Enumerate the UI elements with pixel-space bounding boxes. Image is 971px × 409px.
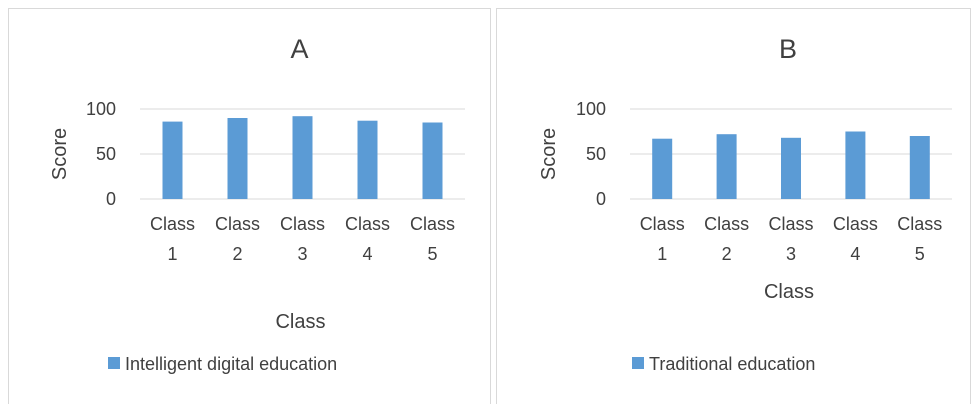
- chart-a: A 0 50 100 Score Class 1 Class 2 Class 3 Class 4 Clas…: [49, 34, 465, 374]
- chart-b: B 0 50 100 Score Class 1 Class 2 Class 3 Class 4 Clas…: [538, 34, 952, 374]
- x-tick-label: Class 1: [640, 214, 685, 264]
- bar-2: [227, 118, 248, 199]
- y-tick-label: 0: [596, 189, 606, 209]
- chart-panel-b: [496, 8, 971, 405]
- chart-title: A: [290, 34, 308, 64]
- bar-5: [909, 136, 930, 199]
- x-tick-label: Class 4: [345, 214, 390, 264]
- chart-title: B: [779, 34, 797, 64]
- x-tick-label: Class 4: [833, 214, 878, 264]
- y-tick-label: 0: [106, 189, 116, 209]
- x-tick-label: Class 5: [410, 214, 455, 264]
- bar-1: [652, 138, 673, 199]
- x-tick-label: Class 3: [280, 214, 325, 264]
- y-axis-label: Score: [49, 128, 71, 180]
- bar-3: [781, 137, 801, 199]
- legend-swatch: [108, 357, 120, 369]
- x-tick-label: Class 1: [150, 214, 195, 264]
- x-axis-label: Class: [764, 281, 814, 303]
- bar-4: [357, 120, 378, 199]
- x-tick-label: Class 3: [768, 214, 813, 264]
- legend-label: Intelligent digital education: [125, 354, 337, 374]
- legend-swatch: [632, 357, 644, 369]
- x-tick-label: Class 2: [704, 214, 749, 264]
- y-tick-label: 50: [586, 144, 606, 164]
- x-tick-label: Class 5: [897, 214, 942, 264]
- x-tick-label: Class 2: [215, 214, 260, 264]
- legend-label: Traditional education: [649, 354, 815, 374]
- y-tick-label: 100: [86, 99, 116, 119]
- bar-2: [716, 134, 737, 199]
- bar-3: [292, 116, 313, 199]
- x-axis-label: Class: [275, 311, 325, 333]
- y-tick-label: 50: [96, 144, 116, 164]
- y-axis-label: Score: [538, 128, 560, 180]
- bar-4: [845, 131, 866, 199]
- chart-panel-a: [8, 8, 491, 405]
- bar-1: [162, 121, 183, 199]
- y-tick-label: 100: [576, 99, 606, 119]
- bar-5: [422, 122, 443, 199]
